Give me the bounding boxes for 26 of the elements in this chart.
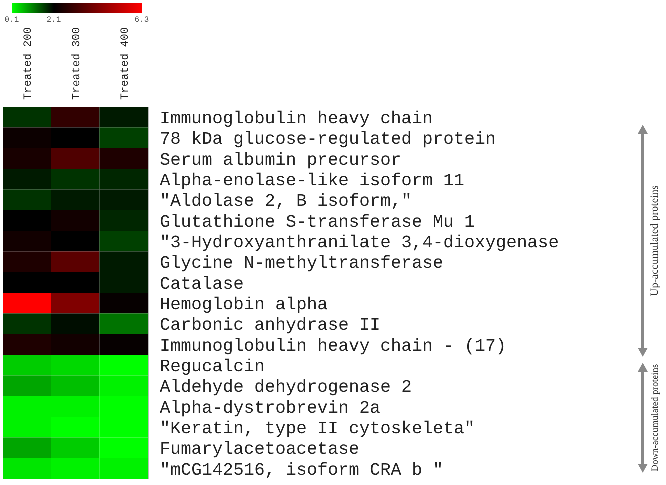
y-tick-label: Alpha-enolase-like isoform 11 bbox=[160, 171, 465, 192]
color-bar-label: 6.3 bbox=[134, 16, 150, 25]
y-tick-label: Carbonic anhydrase II bbox=[160, 316, 381, 336]
y-tick-label: Glycine N-methyltransferase bbox=[160, 254, 444, 274]
y-tick-label: Hemoglobin alpha bbox=[160, 295, 328, 316]
y-tick-label: Aldehyde dehydrogenase 2 bbox=[160, 378, 412, 398]
x-tick-label: Treated 200 bbox=[23, 27, 36, 100]
y-tick-label: 78 kDa glucose-regulated protein bbox=[160, 130, 496, 150]
y-tick-label: Glutathione S-transferase Mu 1 bbox=[160, 212, 476, 233]
y-tick-label: Catalase bbox=[160, 274, 244, 295]
color-bar-label: 0.1 bbox=[4, 16, 20, 25]
text: Up-accumulated proteins bbox=[649, 186, 661, 296]
color-bar-label: 2.1 bbox=[46, 16, 62, 25]
x-tick-label: Treated 300 bbox=[72, 27, 84, 100]
y-tick-label: "Keratin, type II cytoskeleta" bbox=[160, 419, 476, 440]
text: Down-accumulated proteins bbox=[651, 364, 661, 472]
y-tick-label: Fumarylacetoacetase bbox=[160, 440, 360, 460]
y-tick-label: "3-Hydroxyanthranilate 3,4-dioxygenase bbox=[160, 233, 560, 254]
y-tick-label: Immunoglobulin heavy chain bbox=[160, 109, 434, 130]
y-tick-label: "mCG142516, isoform CRA b " bbox=[160, 460, 444, 481]
x-tick-label: Treated 400 bbox=[120, 27, 132, 100]
y-tick-label: Regucalcin bbox=[160, 357, 266, 378]
y-tick-label: Serum albumin precursor bbox=[160, 150, 402, 171]
y-tick-label: "Aldolase 2, B isoform," bbox=[160, 192, 412, 212]
y-tick-label: Alpha-dystrobrevin 2a bbox=[160, 398, 381, 419]
y-tick-label: Immunoglobulin heavy chain - (17) bbox=[160, 336, 507, 357]
